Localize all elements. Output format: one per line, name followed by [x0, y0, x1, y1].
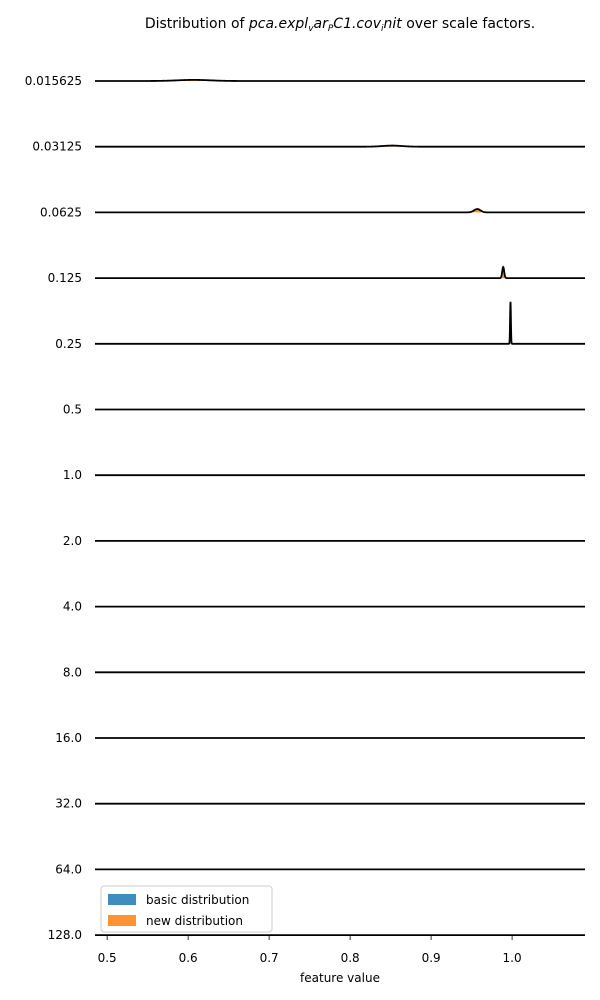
legend-label-basic: basic distribution	[146, 893, 249, 907]
title-prefix: Distribution of	[145, 16, 249, 32]
x-tick-label: 1.0	[503, 951, 522, 965]
row-label: 1.0	[63, 468, 82, 482]
chart-title: Distribution of pca.explvarPC1.covinit o…	[145, 16, 535, 34]
row-label: 0.03125	[32, 140, 82, 154]
row-label: 128.0	[48, 928, 82, 942]
legend-label-new: new distribution	[146, 914, 243, 928]
x-axis: 0.5 0.6 0.7 0.8 0.9 1.0	[98, 935, 522, 965]
ridge-line	[95, 301, 585, 345]
row-label: 0.25	[55, 337, 82, 351]
x-tick-label: 0.5	[98, 951, 117, 965]
x-tick-label: 0.8	[341, 951, 360, 965]
legend-swatch-new	[108, 915, 136, 926]
row-label: 8.0	[63, 665, 82, 679]
row-label: 0.125	[48, 271, 82, 285]
ridge-line	[95, 144, 585, 148]
row-label: 32.0	[55, 797, 82, 811]
row-label: 2.0	[63, 534, 82, 548]
title-math: pca.expl	[248, 16, 308, 32]
ridge-fill	[95, 266, 585, 279]
title-math2: ar	[314, 16, 330, 32]
legend-frame	[100, 885, 273, 933]
title-sub3: i	[381, 24, 384, 34]
legend-swatch-basic	[108, 894, 136, 905]
x-tick-label: 0.9	[422, 951, 441, 965]
ridge-line	[95, 78, 585, 82]
row-label: 0.015625	[25, 74, 82, 88]
ridge-rows: 0.015625 0.03125 0.0625 0.125 0.25 0.5 1.0 2.0 4…	[25, 74, 585, 942]
row-label: 0.0625	[40, 205, 82, 219]
x-axis-label: feature value	[300, 971, 380, 985]
x-tick-label: 0.6	[179, 951, 198, 965]
title-sub: v	[308, 24, 314, 34]
ridge-line	[95, 208, 585, 214]
row-label: 64.0	[55, 862, 82, 876]
title-math4: nit	[384, 16, 403, 32]
title-math3: C1.cov	[333, 16, 381, 32]
title-suffix: over scale factors.	[402, 16, 535, 32]
row-label: 0.5	[63, 403, 82, 417]
title-sub2: P	[328, 24, 334, 34]
x-tick-label: 0.7	[260, 951, 279, 965]
legend: basic distribution new distribution	[100, 885, 273, 933]
ridge-line	[95, 265, 585, 279]
row-label: 16.0	[55, 731, 82, 745]
row-label: 4.0	[63, 600, 82, 614]
